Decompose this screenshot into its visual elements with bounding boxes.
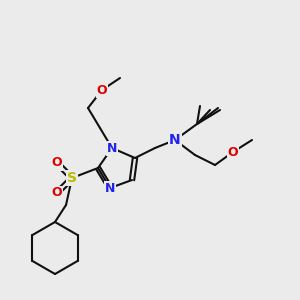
Text: O: O	[52, 187, 62, 200]
Text: N: N	[169, 133, 181, 147]
Text: S: S	[67, 171, 77, 185]
Text: N: N	[169, 133, 181, 147]
Text: O: O	[52, 157, 62, 169]
Text: O: O	[228, 146, 238, 158]
Text: O: O	[52, 187, 62, 200]
Text: O: O	[97, 83, 107, 97]
Text: S: S	[67, 171, 77, 185]
Text: N: N	[105, 182, 115, 194]
Text: N: N	[107, 142, 117, 154]
Text: O: O	[52, 157, 62, 169]
Text: O: O	[228, 146, 238, 158]
Text: O: O	[97, 83, 107, 97]
